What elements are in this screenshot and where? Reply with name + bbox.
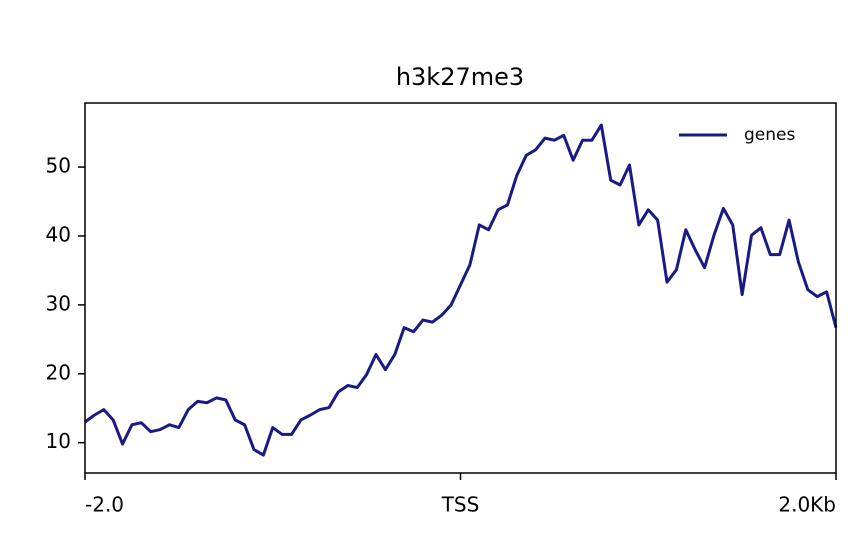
legend-label: genes bbox=[744, 125, 795, 145]
y-tick-label: 30 bbox=[46, 291, 71, 315]
x-tick-label: -2.0 bbox=[85, 493, 124, 517]
y-tick-label: 50 bbox=[46, 154, 71, 178]
data-line bbox=[84, 123, 838, 457]
y-tick-label: 10 bbox=[46, 429, 71, 453]
x-tick-label: 2.0Kb bbox=[778, 493, 836, 517]
y-tick-label: 20 bbox=[46, 360, 71, 384]
chart-title: h3k27me3 bbox=[396, 63, 524, 91]
plot-frame bbox=[84, 102, 837, 474]
x-tick-label: TSS bbox=[441, 493, 480, 517]
y-tick-label: 40 bbox=[46, 222, 71, 246]
